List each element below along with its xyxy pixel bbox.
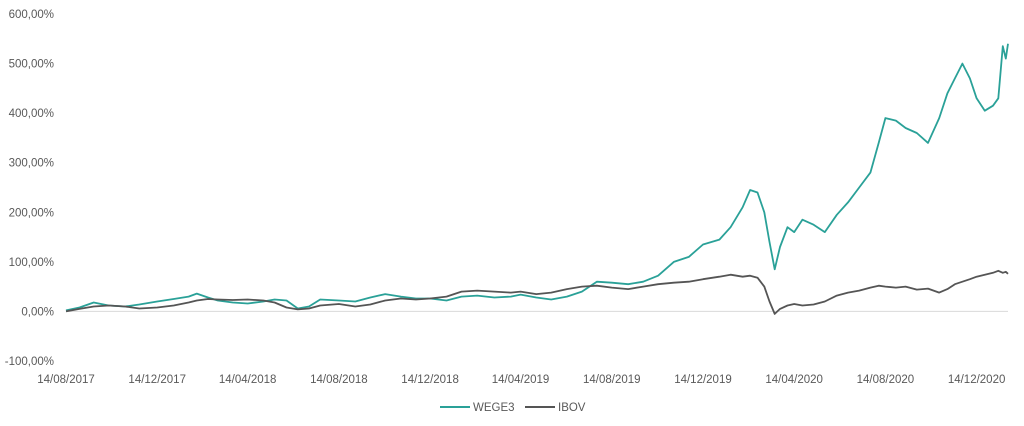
y-tick-label: 400,00% [9,108,54,120]
y-tick-label: 600,00% [9,9,54,21]
y-tick-label: 500,00% [9,59,54,71]
x-tick-label: 14/08/2017 [37,374,95,386]
y-tick-label: 100,00% [9,257,54,269]
legend-label-ibov: IBOV [558,402,586,414]
series-line-wege3 [65,43,1009,312]
y-tick-label: 200,00% [9,207,54,219]
y-axis-ticks: -100,00% 0,00% 100,00% 200,00% 300,00% 400,00… [5,9,54,368]
x-tick-label: 14/08/2019 [583,374,641,386]
x-tick-label: 14/04/2020 [765,374,823,386]
x-tick-label: 14/04/2019 [492,374,550,386]
y-tick-label: -100,00% [5,356,54,368]
x-tick-label: 14/12/2020 [948,374,1006,386]
x-tick-label: 14/12/2017 [128,374,186,386]
x-axis-ticks: 14/08/2017 14/12/2017 14/04/2018 14/08/2018… [37,374,1005,386]
y-tick-label: 0,00% [21,306,54,318]
x-tick-label: 14/04/2018 [219,374,277,386]
y-tick-label: 300,00% [9,158,54,170]
series-lines [65,43,1009,315]
legend: WEGE3 IBOV [440,402,586,414]
legend-label-wege3: WEGE3 [473,402,515,414]
x-tick-label: 14/08/2020 [857,374,915,386]
x-tick-label: 14/12/2019 [674,374,732,386]
x-tick-label: 14/12/2018 [401,374,459,386]
series-line-ibov [65,269,1009,315]
x-tick-label: 14/08/2018 [310,374,368,386]
